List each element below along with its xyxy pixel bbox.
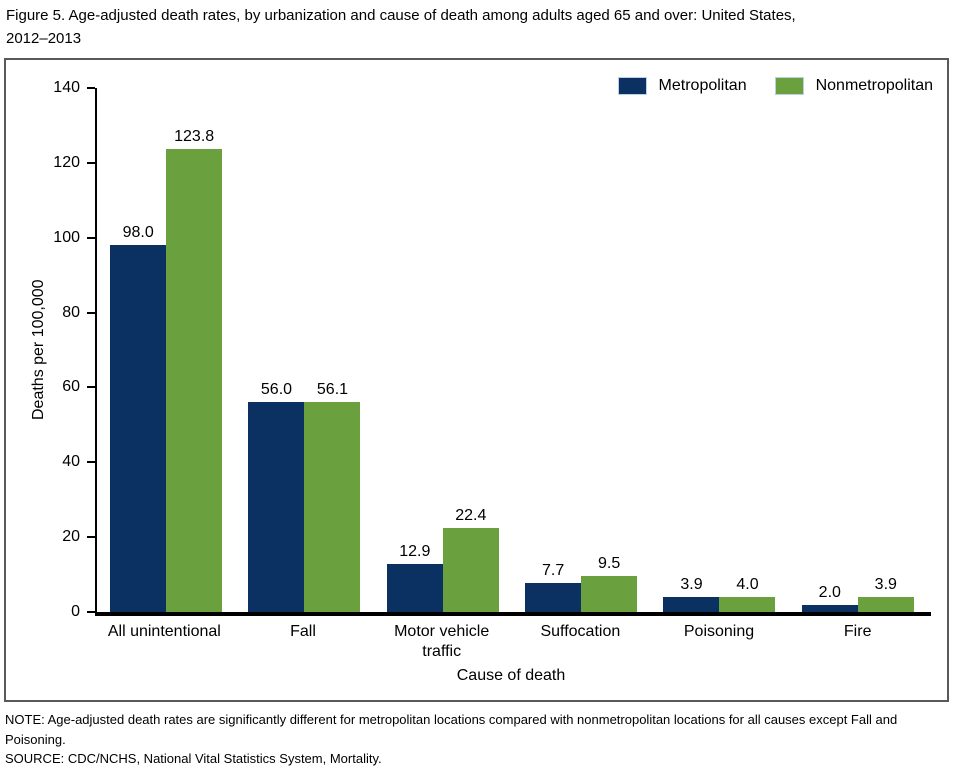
x-axis-category-labels: All unintentional Fall Motor vehicle traff… [95,622,927,662]
bar-nonmetropolitan [857,597,914,612]
x-axis-title: Cause of death [456,667,566,684]
bar-wrap: 3.9 [857,88,914,612]
bar-value-label: 98.0 [122,224,154,242]
y-axis-tick-label: 120 [53,153,80,171]
bar-value-label: 22.4 [455,507,487,525]
plot-area: 98.0 123.8 56.0 56.1 12.9 22.4 7.7 9.5 3.9 4.0 2.0… [95,88,927,612]
category-label: Fall [290,623,316,640]
x-axis-line [95,612,931,616]
bar-group: 2.0 3.9 [789,88,927,612]
bar-metropolitan [525,583,582,612]
bar-value-label: 9.5 [598,555,621,573]
bar-group: 3.9 4.0 [650,88,788,612]
bar-value-label: 4.0 [736,576,759,594]
y-axis-tick [87,536,95,539]
bar-group: 12.9 22.4 [374,88,512,612]
bar-wrap: 4.0 [719,88,776,612]
y-axis-tick-label: 0 [71,603,80,620]
bar-wrap: 3.9 [663,88,720,612]
figure-notes: NOTE: Age-adjusted death rates are signi… [5,710,950,768]
note-text: NOTE: Age-adjusted death rates are signi… [5,712,898,747]
bar-wrap: 123.8 [166,88,223,612]
legend: Metropolitan Nonmetropolitan [617,77,933,95]
legend-label-metropolitan: Metropolitan [658,77,747,94]
y-axis-tick-label: 20 [62,528,80,546]
bar-nonmetropolitan [166,148,223,612]
y-axis-tick [87,386,95,389]
bar-value-label: 56.1 [316,381,349,399]
y-axis-tick-label: 100 [53,228,80,246]
source-text: SOURCE: CDC/NCHS, National Vital Statist… [5,751,382,766]
bar-nonmetropolitan [304,402,361,612]
nonmetropolitan-swatch-icon [774,77,804,95]
bar-wrap: 9.5 [581,88,638,612]
bar-wrap: 12.9 [386,88,443,612]
category-label: Suffocation [540,623,621,640]
y-axis-tick-label: 80 [62,303,80,321]
y-axis-tick [87,311,95,314]
legend-item-nonmetropolitan: Nonmetropolitan [774,77,933,95]
y-axis-tick [87,611,95,613]
bar-metropolitan [248,402,305,612]
category-label: Motor vehicle traffic [394,623,490,660]
bar-metropolitan [386,563,443,612]
chart-area: Metropolitan Nonmetropolitan Deaths per … [4,58,949,702]
bar-value-label: 12.9 [399,542,431,560]
bar-value-label: 2.0 [818,583,841,601]
bar-wrap: 2.0 [801,88,858,612]
category-label: Poisoning [683,623,755,640]
y-axis-tick-label: 60 [62,378,80,396]
bar-metropolitan [663,597,720,612]
bar-group: 98.0 123.8 [97,88,235,612]
bar-value-label: 3.9 [680,576,703,594]
bar-value-label: 56.0 [260,381,293,399]
y-axis-tick [87,236,95,239]
y-axis-tick [87,161,95,164]
metropolitan-swatch-icon [617,77,647,95]
bar-wrap: 7.7 [525,88,582,612]
y-axis-tick-label: 40 [62,453,80,471]
category-label: Fire [843,623,872,640]
figure-title: Figure 5. Age-adjusted death rates, by u… [6,7,796,47]
bar-nonmetropolitan [442,528,499,612]
y-axis-tick [87,461,95,464]
y-axis-tick-label: 140 [53,79,80,96]
legend-label-nonmetropolitan: Nonmetropolitan [815,77,933,94]
bar-wrap: 56.0 [248,88,305,612]
bar-wrap: 56.1 [304,88,361,612]
bar-group: 7.7 9.5 [512,88,650,612]
category-label: All unintentional [107,623,221,640]
bar-value-label: 3.9 [874,576,897,594]
bar-nonmetropolitan [719,597,776,612]
bar-group: 56.0 56.1 [235,88,373,612]
bar-metropolitan [110,245,167,612]
bar-nonmetropolitan [581,576,638,612]
bar-wrap: 22.4 [442,88,499,612]
bar-value-label: 123.8 [174,127,215,145]
bar-metropolitan [801,604,858,612]
bar-value-label: 7.7 [542,562,565,580]
y-axis-tick [87,87,95,89]
bar-wrap: 98.0 [110,88,167,612]
legend-item-metropolitan: Metropolitan [617,77,747,95]
